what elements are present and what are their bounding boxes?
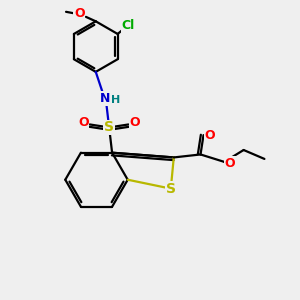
Text: O: O — [74, 8, 85, 20]
Text: S: S — [166, 182, 176, 196]
Text: S: S — [104, 120, 114, 134]
Text: O: O — [224, 157, 235, 170]
Text: Cl: Cl — [122, 19, 135, 32]
Text: O: O — [204, 129, 215, 142]
Text: O: O — [130, 116, 140, 130]
Text: N: N — [100, 92, 110, 105]
Text: O: O — [78, 116, 88, 130]
Text: H: H — [111, 95, 120, 105]
